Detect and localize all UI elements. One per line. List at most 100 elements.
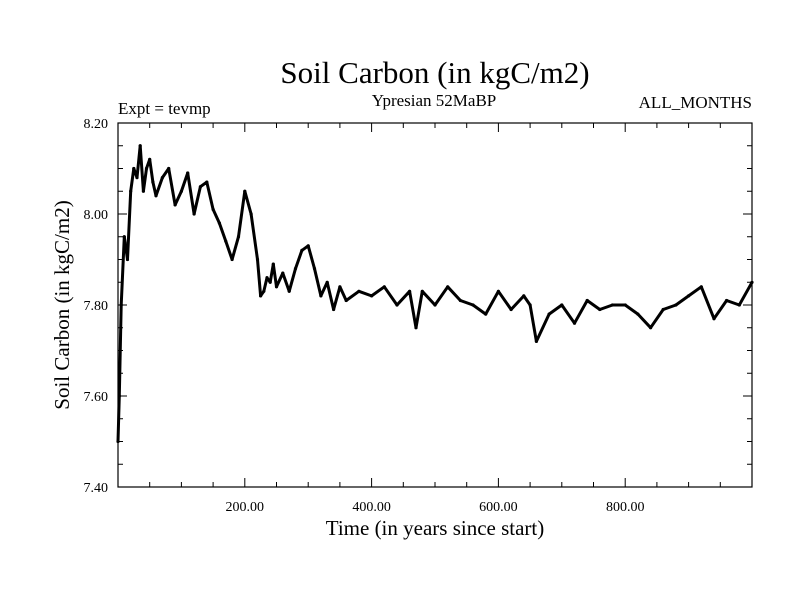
data-point	[135, 176, 139, 180]
data-point	[610, 303, 615, 307]
chart-title: Soil Carbon (in kgC/m2)	[280, 55, 589, 90]
data-point	[661, 307, 665, 312]
data-point	[395, 303, 399, 307]
data-point	[122, 235, 126, 239]
data-point	[332, 307, 336, 312]
data-point	[186, 171, 190, 175]
experiment-label: Expt = tevmp	[118, 99, 211, 118]
months-label: ALL_MONTHS	[639, 93, 752, 112]
data-point	[243, 189, 247, 193]
data-point	[458, 298, 462, 303]
data-point	[167, 166, 171, 171]
data-point	[312, 267, 317, 271]
data-point	[623, 303, 627, 307]
data-point	[338, 285, 342, 289]
x-tick-label: 600.00	[479, 500, 518, 515]
data-point	[585, 298, 589, 303]
data-point	[236, 235, 241, 239]
y-tick-label: 8.00	[84, 208, 109, 223]
data-point	[293, 267, 298, 271]
data-point	[496, 289, 500, 293]
data-point	[300, 248, 304, 252]
data-point	[712, 317, 716, 321]
data-point	[446, 285, 450, 289]
data-point	[433, 303, 437, 307]
data-point	[274, 285, 279, 289]
data-point	[255, 257, 260, 262]
data-point	[132, 166, 136, 171]
data-point	[484, 312, 488, 316]
data-point	[262, 289, 266, 293]
data-point	[649, 326, 653, 330]
data-point	[249, 212, 253, 216]
data-point	[547, 312, 551, 316]
data-point	[287, 289, 291, 293]
data-point	[471, 303, 475, 307]
y-tick-label: 7.80	[84, 299, 109, 314]
y-tick-label: 7.40	[84, 481, 109, 496]
data-point	[119, 303, 123, 307]
x-axis-label: Time (in years since start)	[326, 516, 545, 540]
data-point	[737, 303, 741, 307]
y-tick-label: 7.60	[84, 390, 109, 405]
data-point	[265, 276, 269, 280]
data-point	[138, 144, 142, 148]
data-point	[129, 189, 133, 193]
data-point	[725, 298, 729, 303]
data-point	[154, 194, 158, 198]
data-point	[598, 307, 602, 312]
data-point	[117, 394, 121, 398]
data-point	[144, 166, 149, 171]
data-point	[211, 207, 215, 211]
plot-area: 200.00 400.00 600.00 800.00 7.40 7.60 7.80 8.0…	[84, 117, 754, 515]
data-point	[522, 294, 526, 298]
data-point	[528, 303, 532, 307]
data-point	[217, 221, 221, 225]
data-point	[370, 294, 374, 298]
data-point	[271, 262, 275, 266]
data-point	[179, 189, 183, 193]
x-tick-label: 800.00	[606, 500, 645, 515]
data-point	[408, 289, 412, 293]
x-tick-label: 200.00	[226, 500, 265, 515]
data-point	[173, 203, 177, 207]
data-point	[750, 280, 754, 284]
data-point	[420, 289, 424, 293]
x-axis-ticks	[149, 123, 721, 487]
data-point	[414, 326, 418, 330]
data-point	[259, 294, 263, 298]
data-point	[572, 321, 577, 325]
data-point	[699, 285, 703, 289]
data-point	[325, 280, 329, 284]
y-axis-label: Soil Carbon (in kgC/m2)	[50, 200, 74, 409]
series-layer	[116, 144, 754, 444]
data-point	[357, 289, 361, 293]
data-point	[141, 189, 145, 193]
data-point	[224, 239, 228, 243]
data-point	[674, 303, 678, 307]
data-point	[116, 439, 120, 444]
period-label: Ypresian 52MaBP	[372, 91, 497, 110]
data-point	[160, 176, 164, 180]
data-point	[560, 303, 564, 307]
data-point	[509, 307, 513, 312]
data-point	[534, 339, 539, 343]
y-axis-tick-labels: 7.40 7.60 7.80 8.00 8.20	[84, 117, 109, 496]
x-axis-tick-labels: 200.00 400.00 600.00 800.00	[226, 500, 645, 515]
y-tick-label: 8.20	[84, 117, 109, 132]
data-point	[344, 298, 348, 303]
data-point	[148, 157, 152, 161]
data-point	[125, 257, 130, 262]
data-point	[151, 180, 155, 184]
data-point	[268, 280, 272, 284]
data-point	[687, 294, 691, 298]
series-line	[116, 144, 754, 442]
data-point	[636, 312, 640, 316]
data-point	[192, 212, 196, 216]
data-point	[205, 180, 209, 184]
data-point	[319, 294, 323, 298]
data-point	[281, 271, 285, 275]
data-point	[230, 257, 234, 262]
data-point	[198, 185, 202, 189]
data-point	[306, 244, 310, 248]
